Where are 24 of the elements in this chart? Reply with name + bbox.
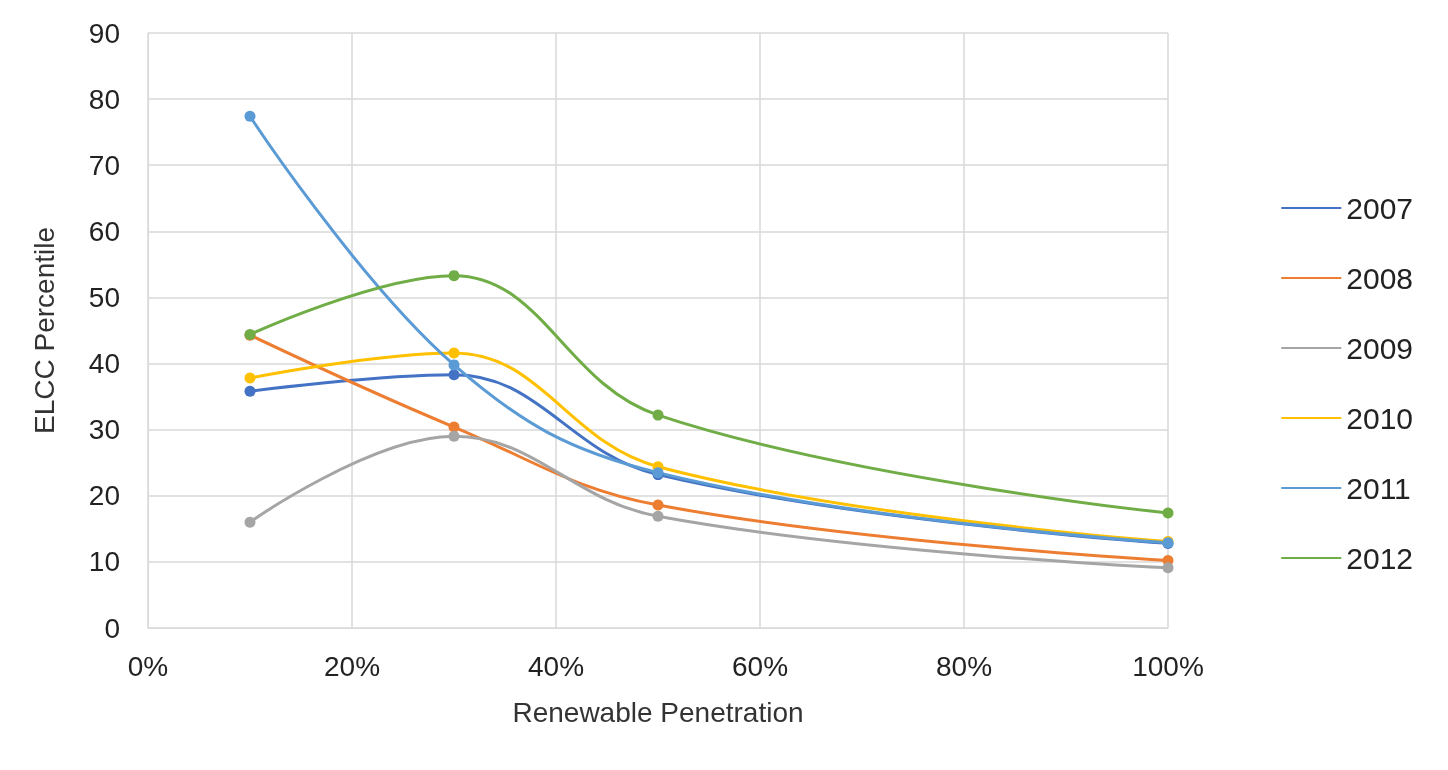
y-tick-label: 10 bbox=[88, 546, 120, 578]
y-tick-label: 80 bbox=[88, 83, 120, 115]
y-tick-label: 90 bbox=[88, 17, 120, 49]
y-tick-label: 30 bbox=[88, 414, 120, 446]
y-tick-label: 40 bbox=[88, 348, 120, 380]
y-tick-label: 70 bbox=[88, 149, 120, 181]
legend-label: 2009 bbox=[1346, 331, 1414, 365]
y-tick-label: 60 bbox=[88, 215, 120, 247]
y-tick-label: 50 bbox=[88, 281, 120, 313]
x-tick-label: 20% bbox=[323, 650, 381, 682]
y-tick-label: 20 bbox=[88, 480, 120, 512]
x-tick-label: 100% bbox=[1132, 650, 1204, 682]
x-tick-label: 80% bbox=[935, 650, 993, 682]
legend-label: 2010 bbox=[1346, 401, 1414, 435]
x-tick-label: 0% bbox=[127, 650, 169, 682]
legend-label: 2007 bbox=[1346, 191, 1414, 225]
x-tick-label: 60% bbox=[731, 650, 789, 682]
legend-label: 2008 bbox=[1346, 261, 1414, 295]
legend-label: 2012 bbox=[1346, 541, 1414, 575]
x-tick-label: 40% bbox=[527, 650, 585, 682]
y-tick-label: 0 bbox=[104, 612, 120, 644]
x-axis-title: Renewable Penetration bbox=[512, 696, 804, 728]
y-axis-title: ELCC Percentile bbox=[28, 227, 60, 434]
legend-label: 2011 bbox=[1346, 471, 1411, 505]
